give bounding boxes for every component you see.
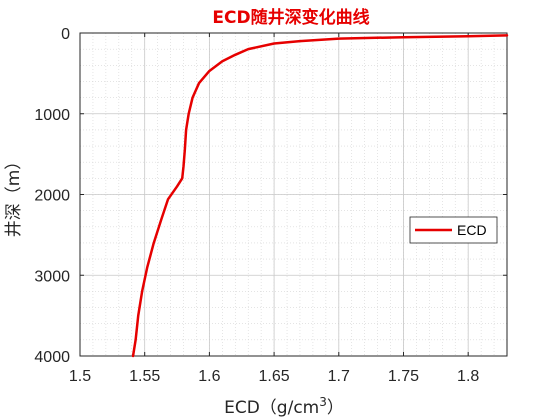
x-tick-label: 1.55 [129, 368, 160, 385]
x-tick-label: 1.8 [457, 368, 479, 385]
y-tick-label: 3000 [34, 268, 70, 285]
x-tick-label: 1.65 [259, 368, 290, 385]
legend-label-ecd: ECD [457, 222, 487, 238]
legend: ECD [409, 216, 498, 244]
x-axis-ticks: 1.5 1.55 1.6 1.65 1.7 1.75 1.8 [69, 33, 479, 385]
x-axis-label-superscript: 3 [319, 395, 327, 409]
series-layer [131, 34, 509, 358]
x-axis-label-main: ECD（g/cm [224, 398, 319, 418]
x-axis-label-tail: ） [327, 398, 344, 418]
x-axis-label: ECD（g/cm3） [224, 395, 344, 418]
y-tick-label: 1000 [34, 107, 70, 124]
y-axis-ticks: 0 1000 2000 3000 4000 [34, 26, 507, 366]
x-tick-label: 1.5 [69, 368, 91, 385]
x-tick-label: 1.75 [388, 368, 419, 385]
series-line-ecd [131, 34, 509, 358]
chart-title: ECD随井深变化曲线 [212, 7, 369, 28]
y-tick-label: 0 [61, 26, 70, 43]
y-tick-label: 2000 [34, 188, 70, 205]
y-tick-label: 4000 [34, 349, 70, 366]
legend-box [409, 216, 498, 244]
x-tick-label: 1.7 [328, 368, 350, 385]
x-tick-label: 1.6 [198, 368, 220, 385]
y-axis-label: 井深（m） [4, 153, 24, 238]
